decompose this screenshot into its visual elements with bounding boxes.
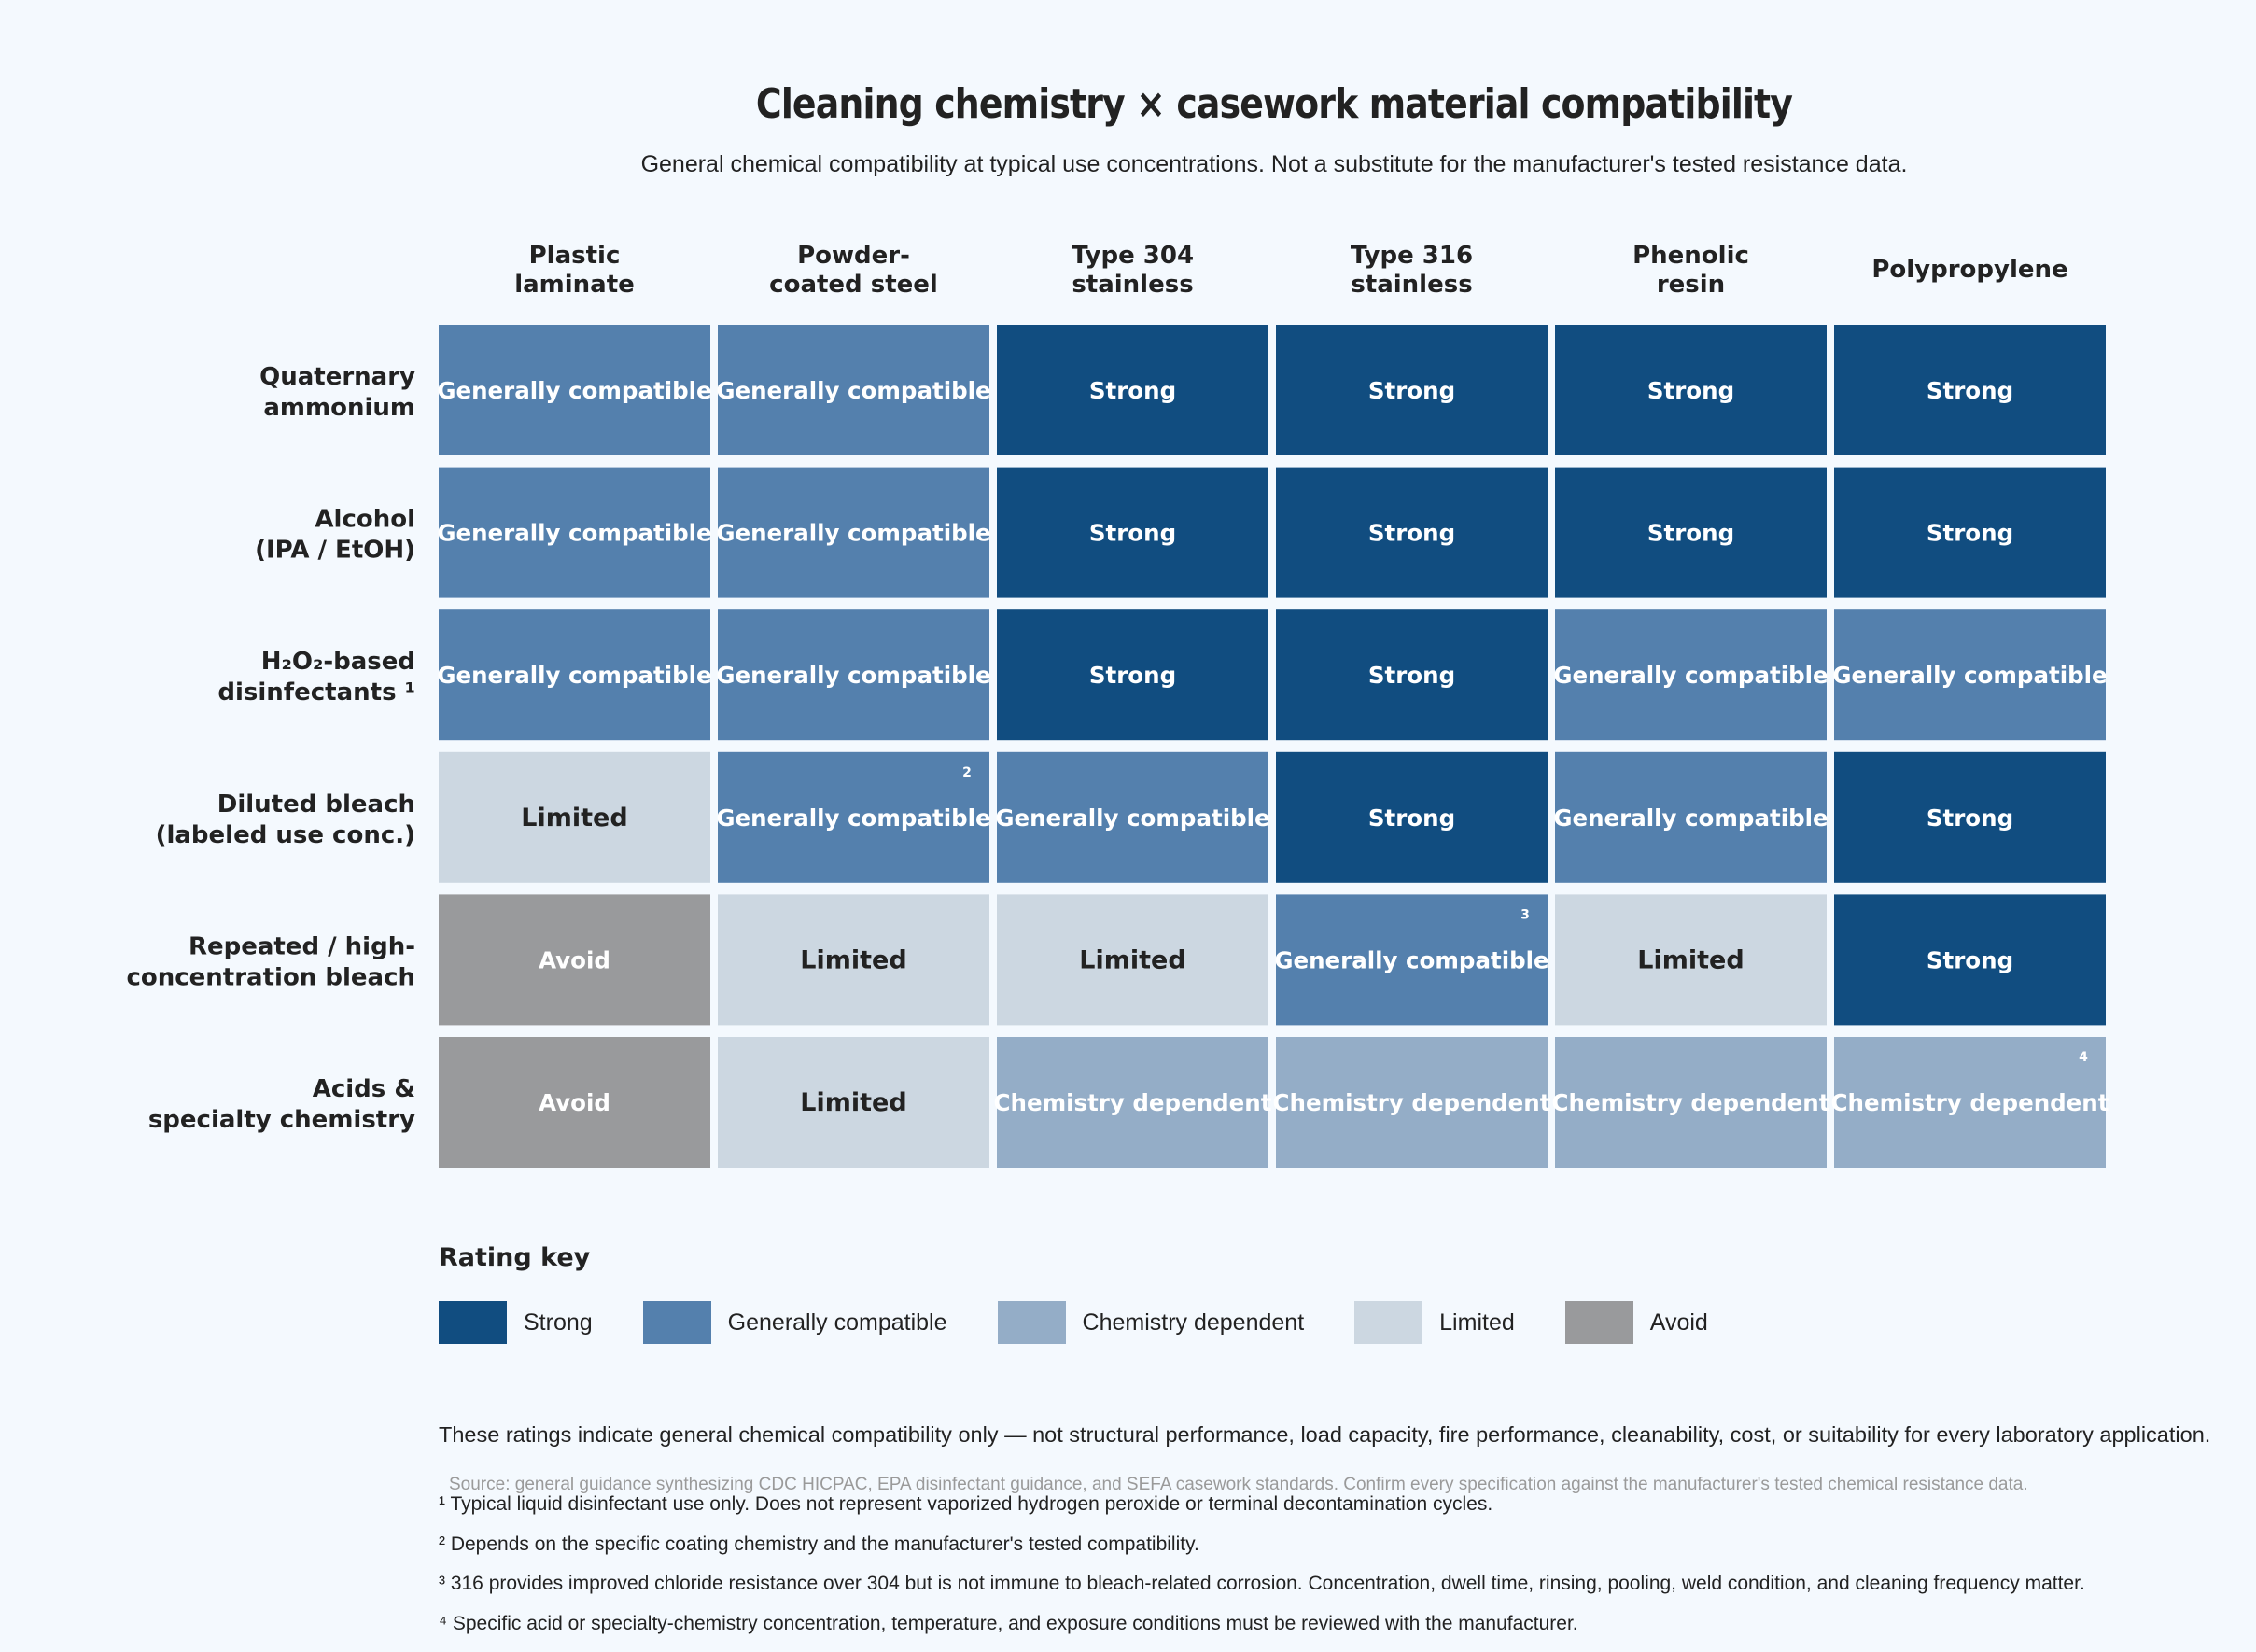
legend-swatch <box>1565 1301 1633 1344</box>
rating-legend: Strong Generally compatible Chemistry depe… <box>439 1301 1759 1344</box>
cell-label: Chemistry dependent <box>1831 1089 2109 1116</box>
cell-label: Generally compatible <box>1274 946 1548 973</box>
cell-label: Generally compatible <box>1832 662 2107 689</box>
cell-label: Strong <box>1927 946 2013 973</box>
cell-label: Generally compatible <box>716 662 990 689</box>
legend-label: Avoid <box>1650 1309 1708 1337</box>
legend-swatch <box>643 1301 711 1344</box>
cell-label: Limited <box>521 804 627 833</box>
cell-label: Avoid <box>539 946 610 973</box>
cell-label: Generally compatible <box>437 520 711 547</box>
cell-label: Strong <box>1927 805 2013 832</box>
cell-label: Generally compatible <box>716 805 990 832</box>
cell-label: Strong <box>1368 805 1455 832</box>
cell-label: Generally compatible <box>1553 662 1828 689</box>
row-header: Repeated / high-concentration bleach <box>126 932 415 991</box>
cell-label: Strong <box>1368 377 1455 404</box>
cell-label: Chemistry dependent <box>1552 1089 1830 1116</box>
cell-label: Limited <box>800 945 906 974</box>
cell-label: Strong <box>1089 520 1176 547</box>
footnote: ² Depends on the specific coating chemis… <box>439 1533 2085 1574</box>
legend-item: Strong <box>439 1301 593 1344</box>
cell-footnote-mark: 2 <box>962 765 972 780</box>
legend-label: Chemistry dependent <box>1083 1309 1305 1337</box>
cell-label: Strong <box>1089 662 1176 689</box>
cell-label: Generally compatible <box>437 662 711 689</box>
legend-title: Rating key <box>439 1243 590 1272</box>
cell-label: Generally compatible <box>995 805 1269 832</box>
legend-swatch <box>998 1301 1066 1344</box>
legend-item: Chemistry dependent <box>998 1301 1305 1344</box>
legend-swatch <box>1354 1301 1422 1344</box>
cell-label: Strong <box>1927 520 2013 547</box>
cell-label: Avoid <box>539 1089 610 1116</box>
cell-label: Chemistry dependent <box>1273 1089 1551 1116</box>
row-header: Acids &specialty chemistry <box>148 1075 415 1134</box>
legend-item: Avoid <box>1565 1301 1708 1344</box>
column-header: Polypropylene <box>1871 256 2067 284</box>
row-header: Alcohol(IPA / EtOH) <box>255 506 415 565</box>
row-header: Diluted bleach(labeled use conc.) <box>156 791 415 849</box>
legend-swatch <box>439 1301 507 1344</box>
column-header: Powder-coated steel <box>769 242 938 299</box>
cell-label: Generally compatible <box>1553 805 1828 832</box>
cell-label: Generally compatible <box>716 520 990 547</box>
cell-label: Strong <box>1089 377 1176 404</box>
cell-label: Generally compatible <box>716 377 990 404</box>
cell-label: Strong <box>1647 520 1734 547</box>
legend-label: Strong <box>524 1309 593 1337</box>
cell-label: Strong <box>1927 377 2013 404</box>
cell-label: Limited <box>1637 945 1744 974</box>
cell-label: Strong <box>1647 377 1734 404</box>
disclaimer: These ratings indicate general chemical … <box>439 1422 2210 1448</box>
cell-footnote-mark: 4 <box>2079 1050 2088 1065</box>
footnote: ³ 316 provides improved chloride resista… <box>439 1573 2085 1613</box>
cell-label: Strong <box>1368 662 1455 689</box>
footnote: ⁴ Specific acid or specialty-chemistry c… <box>439 1613 2085 1652</box>
legend-label: Limited <box>1439 1309 1515 1337</box>
legend-item: Limited <box>1354 1301 1515 1344</box>
cell-label: Generally compatible <box>437 377 711 404</box>
footnote: ¹ Typical liquid disinfectant use only. … <box>439 1493 2085 1533</box>
cell-label: Limited <box>800 1088 906 1117</box>
cell-label: Chemistry dependent <box>994 1089 1272 1116</box>
cell-footnote-mark: 3 <box>1520 907 1530 922</box>
legend-label: Generally compatible <box>728 1309 947 1337</box>
cell-label: Limited <box>1079 945 1185 974</box>
cell-label: Strong <box>1368 520 1455 547</box>
legend-item: Generally compatible <box>643 1301 947 1344</box>
footnotes: ¹ Typical liquid disinfectant use only. … <box>439 1493 2085 1652</box>
source-note: Source: general guidance synthesizing CD… <box>449 1475 2028 1495</box>
